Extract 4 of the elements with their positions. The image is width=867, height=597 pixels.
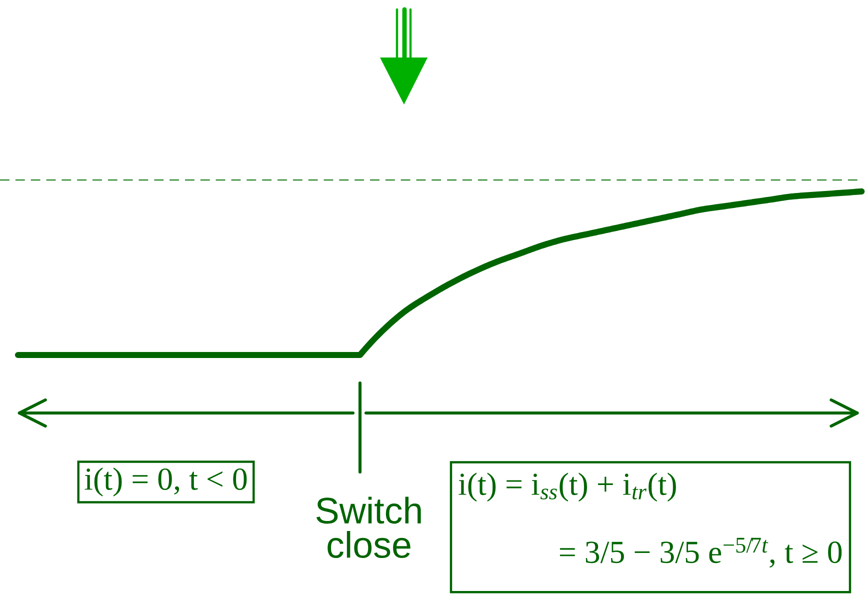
text: Switch close xyxy=(316,496,421,558)
text: i(t) = i$_{ss}$(t) + i$_{tr}$(t) xyxy=(458,472,676,502)
text: i(t) = 0, t < 0 xyxy=(84,468,247,496)
text: = 3/5 − 3/5 e$^{−5/7t}$, t ≥ 0 xyxy=(560,538,842,568)
